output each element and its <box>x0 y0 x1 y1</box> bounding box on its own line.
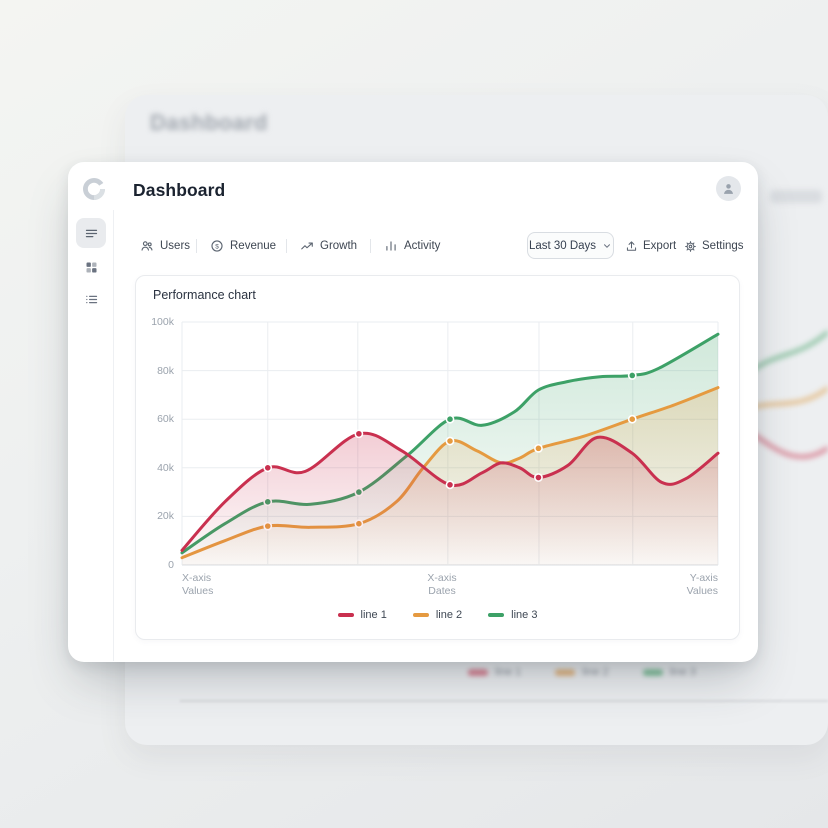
y-tick-label: 60k <box>157 413 174 426</box>
toolbar-divider <box>370 239 371 253</box>
export-button-label: Export <box>643 240 677 252</box>
menu-lines-icon <box>85 229 97 237</box>
tab-growth[interactable]: Growth <box>300 233 357 259</box>
x-axis-label-line: X-axis <box>182 572 212 584</box>
upload-icon <box>626 240 637 251</box>
series-line-line-1 <box>180 431 720 552</box>
data-point-line-2 <box>534 443 543 453</box>
data-point-line-1 <box>263 463 273 473</box>
chart-title: Performance chart <box>153 288 256 302</box>
data-point-line-3 <box>627 371 637 380</box>
grid-icon <box>86 262 96 272</box>
users-icon <box>141 241 153 251</box>
export-button[interactable]: Export <box>625 233 676 259</box>
tab-activity[interactable]: Activity <box>384 233 440 259</box>
x-axis-label-right: Y-axis Values <box>658 572 718 598</box>
background-legend-label: line 3 <box>669 666 696 678</box>
background-legend-label: line 1 <box>495 666 522 678</box>
background-divider <box>180 700 828 702</box>
user-avatar[interactable] <box>716 176 741 201</box>
legend-item-line-1: line 1 <box>337 609 387 621</box>
chart-svg <box>180 321 720 566</box>
app-logo-icon <box>83 178 105 200</box>
legend-label: line 3 <box>511 609 538 621</box>
data-point-line-1 <box>534 473 543 482</box>
background-legend-item: line 1 <box>468 666 521 678</box>
list-icon <box>85 295 97 303</box>
y-tick-label: 0 <box>168 559 174 571</box>
data-point-line-1 <box>354 429 364 439</box>
y-tick-label: 40k <box>157 461 174 474</box>
trend-up-icon <box>301 242 313 250</box>
chevron-down-icon <box>604 243 611 248</box>
background-blur-control <box>770 190 822 203</box>
performance-chart-plot <box>180 321 720 566</box>
legend-item-line-3: line 3 <box>488 609 537 621</box>
svg-text:$: $ <box>215 243 219 250</box>
sidebar-item-widgets[interactable] <box>76 252 106 282</box>
background-legend-swatch <box>642 668 663 676</box>
background-page-title: Dashboard <box>150 110 268 135</box>
x-axis-label-line: Values <box>686 585 718 597</box>
background-chart-lines <box>750 330 828 459</box>
y-tick-label: 20k <box>157 510 174 523</box>
legend-label: line 1 <box>360 609 387 621</box>
data-point-line-2 <box>445 436 455 446</box>
sidebar-item-overview[interactable] <box>76 218 106 248</box>
sidebar-divider <box>113 210 114 661</box>
y-tick-label: 100k <box>151 316 174 328</box>
legend-swatch <box>337 613 354 617</box>
x-axis-label-line: Dates <box>428 585 456 597</box>
tab-revenue-label: Revenue <box>230 240 277 252</box>
date-range-select[interactable]: Last 30 Days <box>527 232 614 259</box>
gear-icon <box>685 240 696 252</box>
x-axis-label-center: X-axis Dates <box>402 572 482 598</box>
toolbar-divider <box>196 239 197 253</box>
x-axis-label-line: Y-axis <box>689 572 718 584</box>
background-legend: line 1 line 2 line 3 <box>468 666 696 678</box>
tab-growth-label: Growth <box>320 240 358 252</box>
tab-activity-label: Activity <box>404 240 441 252</box>
tab-users-label: Users <box>160 240 191 252</box>
legend-label: line 2 <box>435 609 463 621</box>
x-axis-label-left: X-axis Values <box>182 572 213 598</box>
background-legend-item: line 2 <box>555 666 609 678</box>
x-axis-label-line: Values <box>182 585 214 597</box>
tab-users[interactable]: Users <box>140 233 190 259</box>
settings-button[interactable]: Settings <box>684 233 744 259</box>
background-legend-swatch <box>468 668 488 676</box>
background-legend-item: line 3 <box>642 666 696 678</box>
tab-revenue[interactable]: $ Revenue <box>210 233 276 259</box>
data-point-line-2 <box>627 414 637 424</box>
y-axis-labels: 100k 80k 60k 40k 20k 0 <box>138 316 174 571</box>
legend-swatch <box>488 613 505 617</box>
toolbar-divider <box>286 239 287 253</box>
settings-button-label: Settings <box>702 240 744 252</box>
bar-chart-icon <box>386 241 396 251</box>
data-point-line-1 <box>445 480 455 490</box>
chart-legend: line 1 line 2 line 3 <box>135 609 740 621</box>
coin-icon: $ <box>211 240 223 252</box>
background-legend-label: line 2 <box>582 666 609 678</box>
y-tick-label: 80k <box>157 364 174 377</box>
legend-item-line-2: line 2 <box>412 609 463 621</box>
x-axis-label-line: X-axis <box>427 572 457 584</box>
legend-swatch <box>412 613 429 617</box>
background-legend-swatch <box>555 668 576 676</box>
data-point-line-3 <box>445 414 455 424</box>
sidebar-item-list[interactable] <box>76 284 106 314</box>
page-title: Dashboard <box>133 180 226 200</box>
date-range-value: Last 30 Days <box>528 239 597 252</box>
person-icon <box>724 184 733 194</box>
